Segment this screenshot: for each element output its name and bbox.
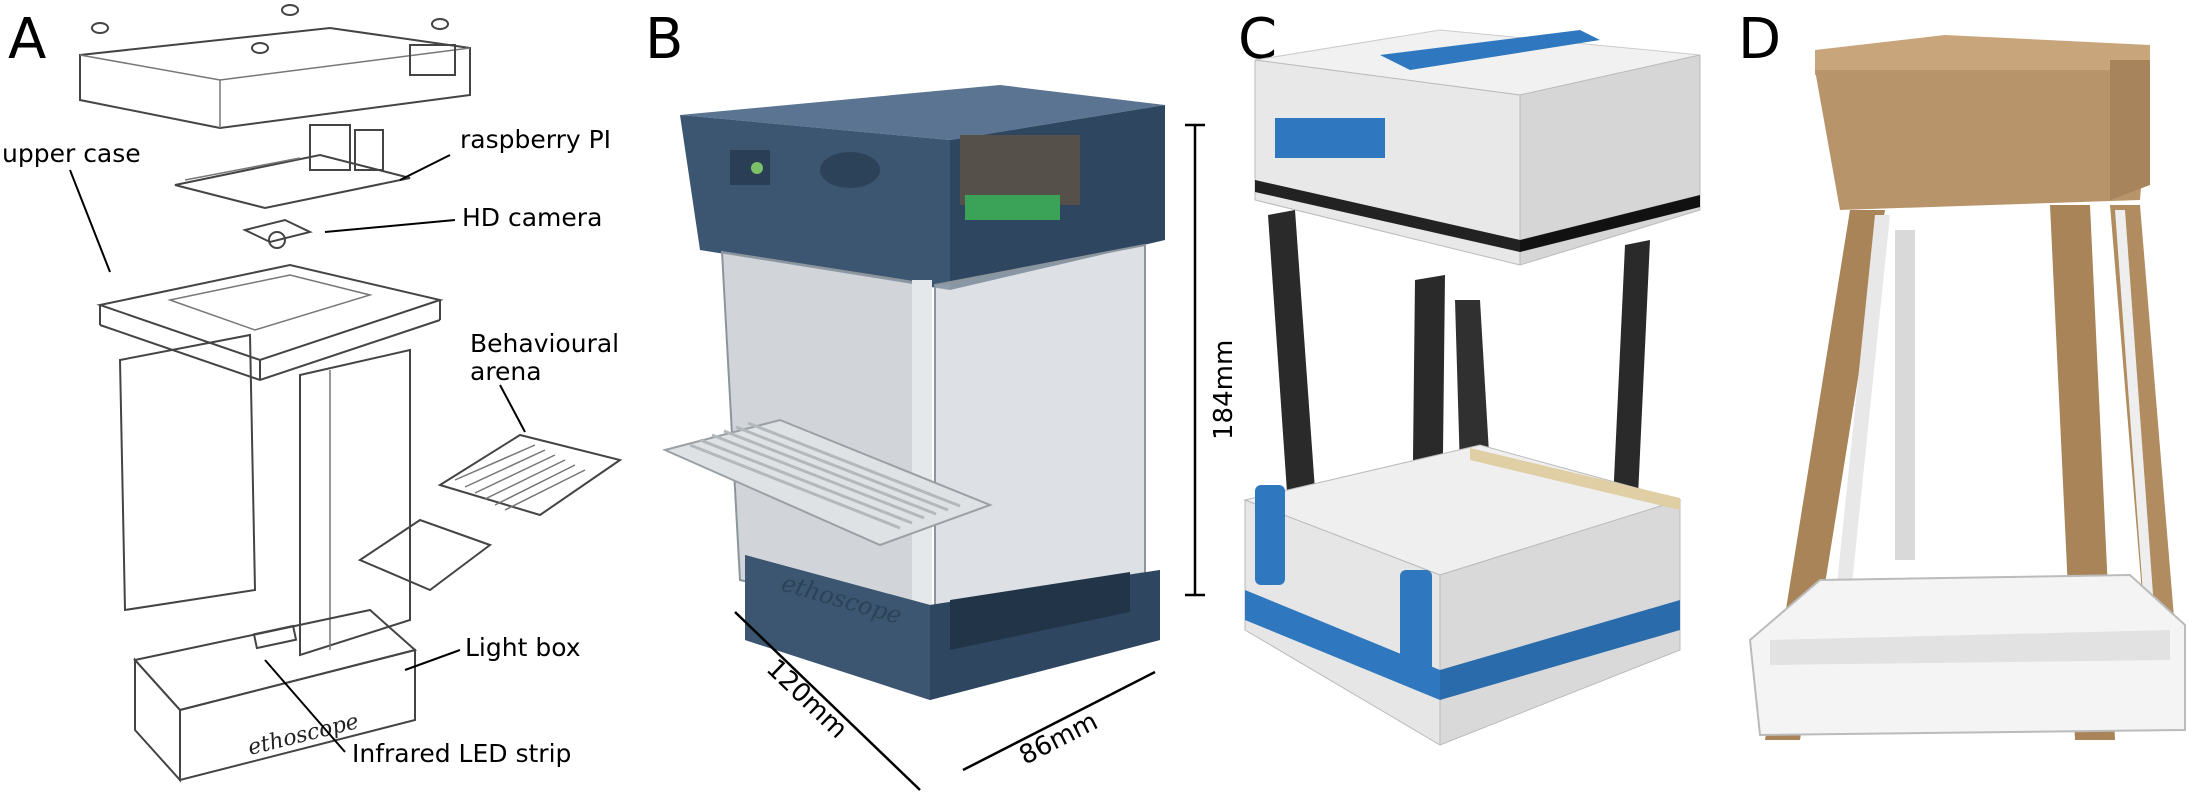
led-strip-label: Infrared LED strip	[352, 739, 571, 768]
arena-label-line2: arena	[470, 357, 542, 386]
raspberry-pi-drawing	[174, 124, 411, 210]
panel-a-letter: A	[8, 7, 46, 72]
light-box-label: Light box	[465, 633, 581, 662]
panel-b-letter: B	[645, 7, 683, 72]
cardboard-tray-render	[1748, 573, 2186, 737]
base-render: ethoscope	[745, 555, 1160, 700]
cardboard-top-render	[1815, 35, 2150, 210]
panel-d-letter: D	[1738, 7, 1781, 72]
hd-camera-drawing	[242, 218, 313, 249]
top-housing-render	[680, 85, 1165, 290]
lego-top-render	[1254, 29, 1701, 266]
panel-c: C	[1238, 7, 1701, 746]
panel-d: D	[1738, 7, 2186, 740]
width-dimension: 86mm	[1015, 706, 1103, 771]
height-dimension: 184mm	[1209, 340, 1239, 440]
side-walls-drawing	[118, 333, 411, 657]
panel-b: B	[645, 7, 1239, 791]
camera-mount-drawing	[96, 263, 444, 382]
arena-tray-render	[661, 418, 993, 547]
arena-drawing	[357, 433, 623, 592]
callout-lines	[69, 154, 526, 753]
arena-label-line1: Behavioural	[470, 329, 619, 358]
upper-case-drawing	[79, 4, 471, 130]
panel-a: A	[2, 4, 623, 783]
lego-base-render	[1243, 444, 1682, 746]
dimension-lines	[734, 123, 1205, 791]
logo-text: ethoscope	[245, 709, 361, 761]
raspberry-pi-label: raspberry PI	[460, 125, 611, 154]
upper-case-label: upper case	[2, 139, 141, 168]
hd-camera-label: HD camera	[462, 203, 602, 232]
